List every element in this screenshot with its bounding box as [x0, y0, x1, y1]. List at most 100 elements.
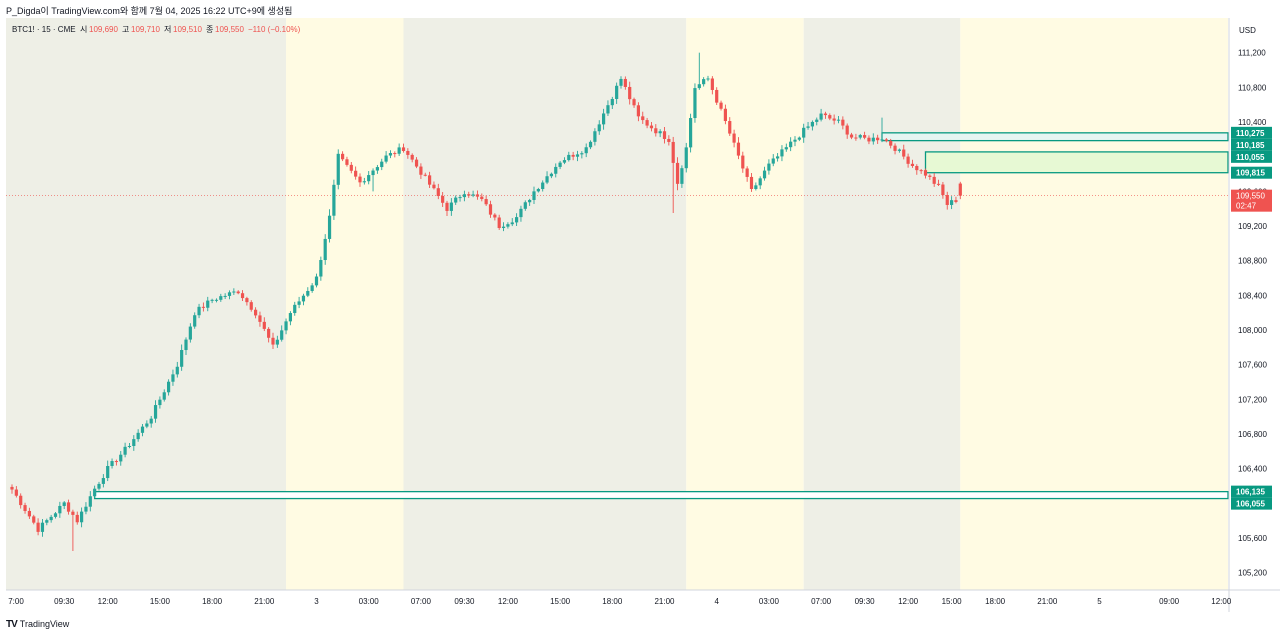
candle-body — [593, 131, 597, 142]
candle-body — [506, 224, 510, 227]
candle-body — [793, 139, 797, 142]
candles — [10, 52, 962, 551]
candle-body — [397, 147, 401, 154]
zone-price-label-bg — [1231, 166, 1272, 179]
candle-body — [836, 119, 841, 121]
candle-body — [689, 118, 693, 148]
candle-body — [867, 137, 871, 142]
candle-body — [950, 200, 954, 205]
candle-body — [123, 446, 127, 455]
candle-body — [797, 137, 801, 140]
candle-body — [414, 159, 419, 167]
candle-body — [488, 204, 493, 215]
candle-body — [145, 423, 149, 427]
candle-body — [19, 495, 23, 506]
candle-body — [345, 159, 349, 165]
zone-box-1[interactable] — [924, 151, 1229, 174]
y-tick-label: 110,400 — [1238, 118, 1267, 127]
candle-body — [945, 195, 949, 205]
legend-high-value: 109,710 — [131, 25, 160, 34]
candle-body — [923, 170, 928, 176]
candle-body — [728, 121, 732, 134]
candle-body — [401, 147, 406, 151]
candle-body — [736, 142, 741, 156]
candle-body — [127, 445, 132, 447]
candle-body — [149, 418, 153, 424]
session-band-5 — [960, 18, 1228, 590]
candle-body — [27, 510, 31, 517]
legend-symbol[interactable]: BTC1! · 15 · CME — [12, 25, 76, 34]
bar-countdown: 02:47 — [1236, 202, 1257, 211]
candle-body — [245, 298, 249, 303]
candle-body — [702, 79, 706, 85]
x-tick-label: 03:00 — [359, 597, 380, 606]
candle-body — [75, 514, 79, 523]
zone-price-label: 110,055 — [1236, 153, 1265, 162]
candle-body — [236, 291, 240, 294]
candle-body — [575, 154, 580, 157]
candle-body — [719, 102, 723, 109]
x-tick-label: 07:00 — [411, 597, 432, 606]
candle-body — [936, 183, 941, 185]
candle-body — [423, 174, 427, 176]
candle-body — [567, 154, 571, 161]
candle-body — [36, 522, 40, 532]
session-band-0 — [6, 18, 287, 590]
zone-price-labels: 110,275 110,185 110,055 109,815 106,135 106,0… — [1231, 126, 1272, 510]
candle-body — [636, 105, 640, 117]
candle-body — [789, 141, 793, 148]
session-band-2 — [403, 18, 687, 590]
zone-box-2[interactable] — [94, 490, 1229, 500]
candle-body — [823, 113, 828, 116]
snapshot-caption-bar: P_Digda이 TradingView.com와 함께 7월 04, 2025… — [0, 0, 1280, 18]
candle-body — [484, 199, 488, 205]
zone-price-label: 110,275 — [1236, 129, 1265, 138]
candle-body — [623, 78, 627, 87]
session-band-4 — [803, 18, 961, 590]
candle-body — [162, 392, 166, 400]
candle-body — [641, 116, 645, 121]
candle-body — [49, 516, 53, 521]
zone-box-0[interactable] — [881, 132, 1229, 142]
candle-body — [310, 285, 314, 291]
candle-body — [932, 176, 936, 184]
x-tick-label: 15:00 — [550, 597, 571, 606]
candle-body — [767, 163, 771, 171]
candle-body — [684, 147, 688, 169]
candle-body — [66, 502, 71, 512]
zone-price-label-bg — [1231, 138, 1272, 151]
candle-body — [501, 226, 506, 229]
candle-body — [532, 191, 536, 200]
candle-body — [884, 139, 888, 141]
candle-body — [828, 115, 832, 119]
candle-body — [58, 505, 62, 514]
candle-body — [288, 313, 292, 322]
candle-body — [210, 299, 214, 301]
candle-body — [388, 153, 393, 156]
candle-body — [306, 290, 310, 296]
candle-body — [680, 168, 684, 184]
x-tick-label: 5 — [1097, 597, 1102, 606]
candle-body — [384, 155, 388, 162]
supply-demand-zones[interactable] — [94, 132, 1229, 500]
candle-body — [841, 119, 845, 126]
x-axis-ticks[interactable]: 7:00 09:30 12:00 15:00 18:00 21:00 3 03:00 07:00… — [8, 597, 1232, 606]
legend-open-value: 109,690 — [89, 25, 118, 34]
candle-body — [45, 520, 49, 523]
candle-body — [723, 108, 727, 122]
candle-body — [171, 374, 175, 382]
candle-body — [62, 502, 66, 506]
candle-body — [293, 304, 297, 314]
candle-body — [327, 215, 332, 239]
candle-body — [845, 125, 849, 135]
y-tick-label: 111,200 — [1238, 49, 1266, 58]
candle-body — [184, 339, 188, 351]
currency-label[interactable]: USD — [1239, 26, 1256, 35]
candle-body — [71, 511, 75, 515]
candle-body — [897, 149, 901, 151]
candle-body — [715, 89, 719, 103]
legend-close-value: 109,550 — [215, 25, 244, 34]
candle-body — [658, 131, 662, 134]
